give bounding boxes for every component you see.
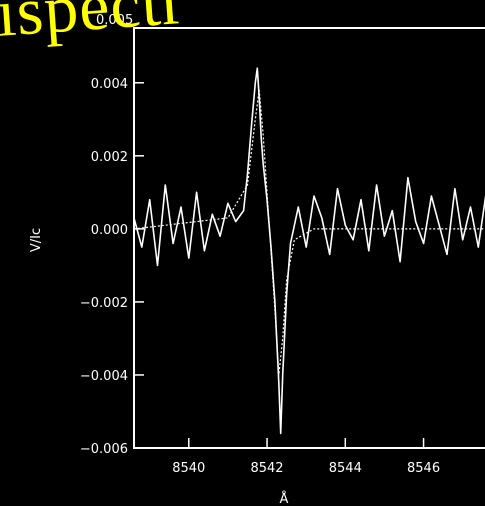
y-axis-label: V/Ic: [29, 228, 44, 252]
x-tick-label: 8546: [407, 461, 440, 476]
y-tick-label: −0.002: [80, 296, 128, 311]
x-axis: 8540 8542 8544 8546: [172, 438, 440, 476]
y-tick-label: 0.002: [91, 150, 128, 165]
x-axis-label: Å: [280, 491, 289, 506]
y-tick-label: 0.000: [91, 223, 128, 238]
y-axis: 0.004 0.002 0.000 −0.002 −0.004 −0.006: [80, 77, 144, 457]
x-tick-label: 8540: [172, 461, 205, 476]
series-layer: [133, 67, 485, 435]
x-tick-label: 8542: [250, 461, 283, 476]
series-line-dotted: [133, 89, 485, 376]
y-tick-label: −0.006: [80, 442, 128, 457]
x-tick-label: 8544: [329, 461, 362, 476]
y-tick-label: −0.004: [80, 369, 128, 384]
corner-label: 0.005: [96, 13, 133, 28]
plot-frame: [133, 27, 485, 449]
y-tick-label: 0.004: [91, 77, 128, 92]
series-line-solid: [133, 67, 485, 435]
